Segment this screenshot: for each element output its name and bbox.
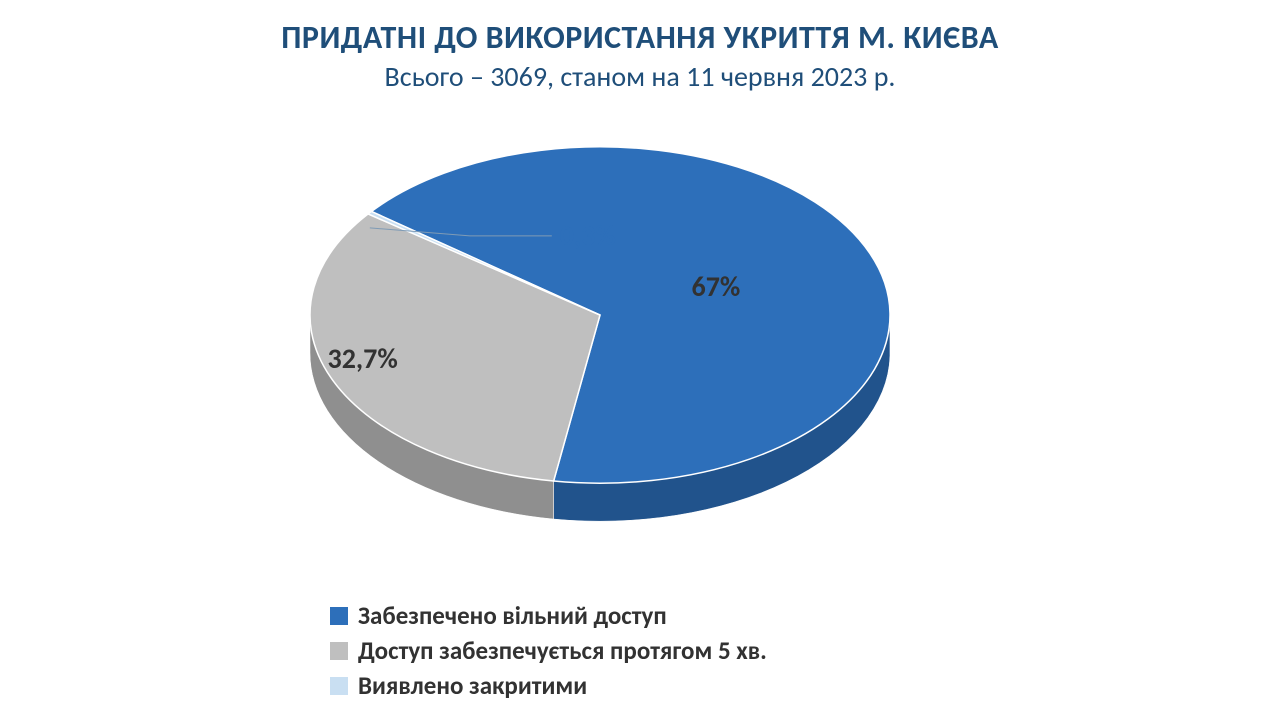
slice-label-1: 32,7% (328, 341, 398, 376)
legend: Забезпечено вільний доступ Доступ забезпе… (330, 600, 767, 705)
legend-label: Доступ забезпечується протягом 5 хв. (358, 635, 767, 666)
pie-chart (290, 135, 910, 535)
slice-label-2: 0,3% (560, 218, 616, 253)
legend-label: Виявлено закритими (358, 670, 587, 701)
title-block: ПРИДАТНІ ДО ВИКОРИСТАННЯ УКРИТТЯ М. КИЄВ… (0, 0, 1280, 94)
chart-title: ПРИДАТНІ ДО ВИКОРИСТАННЯ УКРИТТЯ М. КИЄВ… (0, 18, 1280, 57)
legend-swatch (330, 642, 348, 660)
legend-swatch (330, 677, 348, 695)
legend-item: Доступ забезпечується протягом 5 хв. (330, 635, 767, 666)
legend-label: Забезпечено вільний доступ (358, 600, 667, 631)
chart-area: 67% 32,7% 0,3% (0, 110, 1280, 580)
legend-item: Виявлено закритими (330, 670, 767, 701)
legend-item: Забезпечено вільний доступ (330, 600, 767, 631)
chart-subtitle: Всього – 3069, станом на 11 червня 2023 … (0, 59, 1280, 94)
slice-label-0: 67% (692, 269, 741, 304)
legend-swatch (330, 607, 348, 625)
